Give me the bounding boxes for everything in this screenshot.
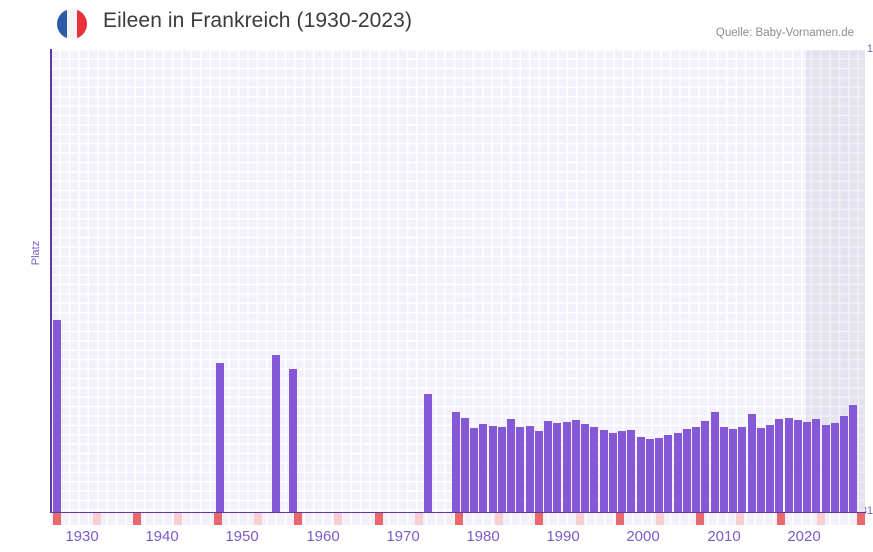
bar-1949[interactable] <box>216 363 224 512</box>
bar-2008[interactable] <box>720 427 728 512</box>
french-flag-icon <box>57 9 87 39</box>
bar-1974[interactable] <box>424 394 432 512</box>
bar-2021[interactable] <box>840 416 848 512</box>
bar-1992[interactable] <box>572 420 580 512</box>
bar-2003[interactable] <box>674 433 682 512</box>
bar-1994[interactable] <box>590 427 598 512</box>
bar-2002[interactable] <box>664 435 672 512</box>
bar-2005[interactable] <box>692 427 700 512</box>
bar-1956[interactable] <box>272 355 280 512</box>
bar-2006[interactable] <box>701 421 709 512</box>
bar-1987[interactable] <box>526 426 534 512</box>
bar-2020[interactable] <box>831 423 839 512</box>
bar-2019[interactable] <box>822 425 830 512</box>
axis-marker-major-20 <box>857 513 865 525</box>
axis-marker-major-18 <box>777 513 785 525</box>
bar-1983[interactable] <box>489 426 497 512</box>
bar-2022[interactable] <box>849 405 857 512</box>
page-title: Eileen in Frankreich (1930-2023) <box>103 9 413 32</box>
bar-2000[interactable] <box>646 439 654 512</box>
bar-2018[interactable] <box>812 419 820 512</box>
bar-2016[interactable] <box>794 420 802 512</box>
bar-2007[interactable] <box>711 412 719 512</box>
bar-2001[interactable] <box>655 438 663 512</box>
axis-marker-minor-5 <box>254 513 262 525</box>
axis-marker-minor-1 <box>93 513 101 525</box>
bar-2011[interactable] <box>748 414 756 512</box>
bar-1989[interactable] <box>544 421 552 512</box>
source-attribution: Quelle: Baby-Vornamen.de <box>715 27 854 39</box>
bar-2009[interactable] <box>729 429 737 512</box>
bar-2013[interactable] <box>766 425 774 512</box>
axis-marker-minor-17 <box>736 513 744 525</box>
bar-1979[interactable] <box>452 412 460 512</box>
bar-1993[interactable] <box>581 424 589 512</box>
x-tick-2020: 2020 <box>787 528 821 545</box>
axis-marker-strip <box>51 513 865 525</box>
bar-1984[interactable] <box>498 427 506 512</box>
bar-1958[interactable] <box>289 369 297 512</box>
bar-1986[interactable] <box>516 427 524 512</box>
chart-header: Eileen in Frankreich (1930-2023) Quelle:… <box>0 0 873 48</box>
y-axis-top-label: 1 <box>866 43 873 55</box>
bar-2015[interactable] <box>785 418 793 512</box>
axis-marker-minor-19 <box>817 513 825 525</box>
x-tick-1930: 1930 <box>65 528 99 545</box>
bar-1999[interactable] <box>637 437 645 512</box>
bar-1988[interactable] <box>535 431 543 512</box>
y-axis-line <box>50 49 52 513</box>
axis-marker-major-4 <box>214 513 222 525</box>
axis-marker-major-12 <box>535 513 543 525</box>
axis-marker-major-0 <box>53 513 61 525</box>
bar-1990[interactable] <box>553 423 561 512</box>
x-tick-2000: 2000 <box>626 528 660 545</box>
x-tick-2010: 2010 <box>707 528 741 545</box>
x-tick-1960: 1960 <box>306 528 340 545</box>
axis-marker-major-6 <box>294 513 302 525</box>
bar-1985[interactable] <box>507 419 515 512</box>
axis-marker-minor-11 <box>495 513 503 525</box>
x-tick-1950: 1950 <box>225 528 259 545</box>
bar-2017[interactable] <box>803 422 811 512</box>
axis-marker-major-16 <box>696 513 704 525</box>
bar-1982[interactable] <box>479 424 487 512</box>
bar-1981[interactable] <box>470 428 478 512</box>
x-tick-1970: 1970 <box>386 528 420 545</box>
axis-marker-minor-3 <box>174 513 182 525</box>
axis-marker-minor-9 <box>415 513 423 525</box>
x-tick-1990: 1990 <box>546 528 580 545</box>
x-axis-tick-labels: 1930 1940 1950 1960 1970 1980 1990 2000 2010 2020 <box>0 528 873 548</box>
axis-marker-major-10 <box>455 513 463 525</box>
x-tick-1980: 1980 <box>466 528 500 545</box>
axis-marker-major-14 <box>616 513 624 525</box>
bar-2004[interactable] <box>683 429 691 512</box>
plot-area <box>51 50 865 512</box>
x-tick-1940: 1940 <box>145 528 179 545</box>
bar-2012[interactable] <box>757 428 765 512</box>
bar-1995[interactable] <box>600 430 608 512</box>
bar-2010[interactable] <box>738 427 746 512</box>
axis-marker-major-8 <box>375 513 383 525</box>
bar-1930[interactable] <box>53 320 61 512</box>
x-axis-line <box>50 511 866 514</box>
y-axis-title: Platz <box>30 240 42 266</box>
axis-marker-major-2 <box>133 513 141 525</box>
axis-marker-minor-15 <box>656 513 664 525</box>
axis-marker-minor-13 <box>576 513 584 525</box>
bar-1991[interactable] <box>563 422 571 512</box>
axis-marker-minor-7 <box>334 513 342 525</box>
bar-1998[interactable] <box>627 430 635 512</box>
bar-1996[interactable] <box>609 433 617 512</box>
bar-1997[interactable] <box>618 431 626 512</box>
bar-1980[interactable] <box>461 418 469 512</box>
bar-2014[interactable] <box>775 419 783 512</box>
